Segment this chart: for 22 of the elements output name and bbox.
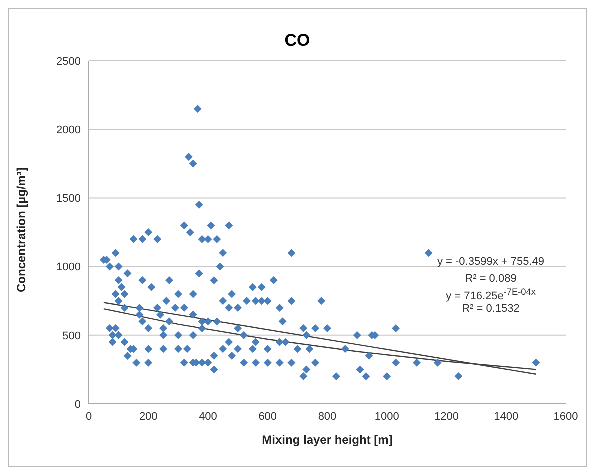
- x-tick-label: 800: [318, 410, 337, 423]
- x-tick-label: 400: [199, 410, 218, 423]
- annotation: R² = 0.089: [464, 272, 518, 286]
- y-tick-label: 1000: [56, 262, 81, 274]
- x-tick-label: 1200: [434, 410, 459, 423]
- y-tick-label: 1500: [56, 193, 81, 206]
- y-tick-label: 2500: [56, 56, 81, 68]
- chart-title: CO: [284, 31, 312, 51]
- annotation: y = -0.3599x + 755.49: [436, 255, 546, 269]
- y-tick-label: 0: [74, 398, 81, 411]
- x-tick-label: 1600: [554, 410, 578, 423]
- x-tick-label: 200: [139, 410, 158, 423]
- x-tick-label: 600: [258, 410, 278, 423]
- x-axis-title: Mixing layer height [m]: [262, 433, 393, 447]
- y-axis-title: Concentration [µg/m³]: [14, 168, 28, 292]
- x-tick-label: 0: [86, 410, 92, 423]
- annotation: y = 716.25e$^{-7E-04x}$: [445, 286, 537, 304]
- y-tick-label: 500: [62, 330, 81, 342]
- annotation: R² = 0.1532: [461, 302, 521, 316]
- x-tick-label: 1400: [494, 410, 519, 423]
- y-tick-label: 2000: [56, 124, 81, 137]
- x-tick-label: 1000: [374, 410, 400, 423]
